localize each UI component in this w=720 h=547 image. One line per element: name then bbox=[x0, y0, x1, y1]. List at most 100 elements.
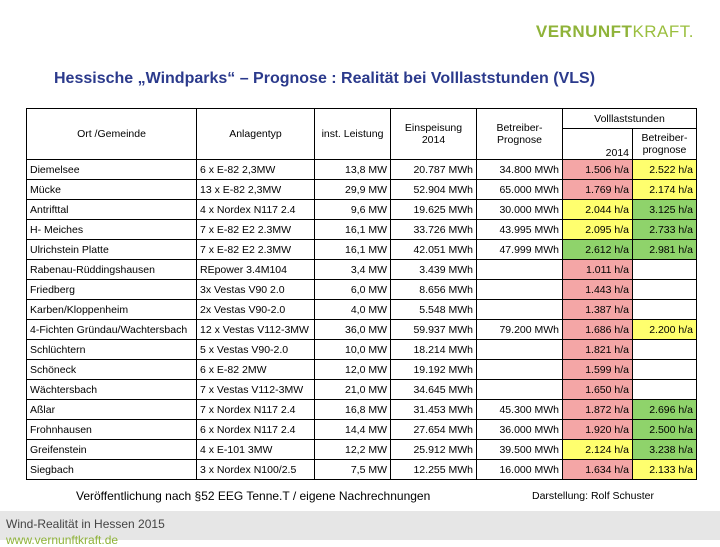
header-ort: Ort /Gemeinde bbox=[26, 108, 197, 160]
cell-anlagentyp: 6 x E-82 2,3MW bbox=[196, 159, 315, 180]
cell-ort: Wächtersbach bbox=[26, 379, 197, 400]
cell-prognose: 43.995 MWh bbox=[476, 219, 563, 240]
cell-vls-prognose bbox=[632, 299, 697, 320]
footer-url[interactable]: www.vernunftkraft.de bbox=[6, 533, 119, 547]
cell-leistung: 12,2 MW bbox=[314, 439, 391, 460]
cell-prognose bbox=[476, 379, 563, 400]
table-row: Karben/Kloppenheim 2x Vestas V90-2.0 4,0 M… bbox=[26, 299, 697, 320]
cell-vls-2014: 1.686 h/a bbox=[562, 319, 633, 340]
cell-einspeisung: 52.904 MWh bbox=[390, 179, 477, 200]
cell-ort: H- Meiches bbox=[26, 219, 197, 240]
page-title: Hessische „Windparks“ – Prognose : Reali… bbox=[54, 70, 596, 87]
cell-anlagentyp: 7 x E-82 E2 2.3MW bbox=[196, 239, 315, 260]
cell-prognose bbox=[476, 359, 563, 380]
cell-vls-2014: 2.095 h/a bbox=[562, 219, 633, 240]
cell-vls-prognose: 2.522 h/a bbox=[632, 159, 697, 180]
cell-anlagentyp: 3 x Nordex N100/2.5 bbox=[196, 459, 315, 480]
logo-light: KRAFT. bbox=[632, 22, 694, 41]
header-volllaststunden: Volllaststunden bbox=[562, 108, 697, 129]
table-row: Schlüchtern 5 x Vestas V90-2.0 10,0 MW 18.2… bbox=[26, 339, 697, 360]
cell-einspeisung: 18.214 MWh bbox=[390, 339, 477, 360]
header-anlagentyp: Anlagentyp bbox=[196, 108, 315, 160]
cell-vls-2014: 2.612 h/a bbox=[562, 239, 633, 260]
cell-vls-2014: 1.599 h/a bbox=[562, 359, 633, 380]
cell-anlagentyp: 2x Vestas V90-2.0 bbox=[196, 299, 315, 320]
cell-ort: Aßlar bbox=[26, 399, 197, 420]
cell-prognose bbox=[476, 299, 563, 320]
cell-vls-prognose: 2.200 h/a bbox=[632, 319, 697, 340]
cell-einspeisung: 12.255 MWh bbox=[390, 459, 477, 480]
cell-anlagentyp: 7 x Nordex N117 2.4 bbox=[196, 399, 315, 420]
cell-einspeisung: 20.787 MWh bbox=[390, 159, 477, 180]
cell-leistung: 7,5 MW bbox=[314, 459, 391, 480]
cell-vls-prognose: 2.696 h/a bbox=[632, 399, 697, 420]
cell-vls-prognose bbox=[632, 359, 697, 380]
table-row: Antrifttal 4 x Nordex N117 2.4 9,6 MW 19.62… bbox=[26, 199, 697, 220]
header-leistung: inst. Leistung bbox=[314, 108, 391, 160]
cell-leistung: 6,0 MW bbox=[314, 279, 391, 300]
cell-vls-2014: 2.124 h/a bbox=[562, 439, 633, 460]
cell-leistung: 4,0 MW bbox=[314, 299, 391, 320]
cell-einspeisung: 19.192 MWh bbox=[390, 359, 477, 380]
cell-ort: Antrifttal bbox=[26, 199, 197, 220]
table-row: Siegbach 3 x Nordex N100/2.5 7,5 MW 12.255 … bbox=[26, 459, 697, 480]
cell-ort: Friedberg bbox=[26, 279, 197, 300]
cell-anlagentyp: 13 x E-82 2,3MW bbox=[196, 179, 315, 200]
cell-vls-2014: 1.011 h/a bbox=[562, 259, 633, 280]
cell-vls-2014: 1.650 h/a bbox=[562, 379, 633, 400]
vls-table: Ort /Gemeinde Anlagentyp inst. Leistung … bbox=[26, 108, 697, 480]
cell-vls-prognose bbox=[632, 279, 697, 300]
cell-vls-prognose: 2.981 h/a bbox=[632, 239, 697, 260]
table-row: 4-Fichten Gründau/Wachtersbach 12 x Vesta… bbox=[26, 319, 697, 340]
table-row: Mücke 13 x E-82 2,3MW 29,9 MW 52.904 MWh 65.… bbox=[26, 179, 697, 200]
cell-prognose bbox=[476, 279, 563, 300]
cell-vls-prognose: 3.125 h/a bbox=[632, 199, 697, 220]
table-row: Aßlar 7 x Nordex N117 2.4 16,8 MW 31.453 MW… bbox=[26, 399, 697, 420]
cell-vls-prognose bbox=[632, 259, 697, 280]
source-caption: Veröffentlichung nach §52 EEG Tenne.T / … bbox=[76, 489, 431, 503]
cell-vls-prognose: 2.174 h/a bbox=[632, 179, 697, 200]
cell-anlagentyp: 4 x E-101 3MW bbox=[196, 439, 315, 460]
table-row: Schöneck 6 x E-82 2MW 12,0 MW 19.192 MWh 1.5… bbox=[26, 359, 697, 380]
cell-vls-prognose: 2.733 h/a bbox=[632, 219, 697, 240]
cell-ort: Siegbach bbox=[26, 459, 197, 480]
cell-vls-prognose: 2.500 h/a bbox=[632, 419, 697, 440]
header-prognose: Betreiber- Prognose bbox=[476, 108, 563, 160]
cell-ort: Schöneck bbox=[26, 359, 197, 380]
cell-anlagentyp: 4 x Nordex N117 2.4 bbox=[196, 199, 315, 220]
cell-leistung: 16,1 MW bbox=[314, 239, 391, 260]
cell-vls-prognose: 2.133 h/a bbox=[632, 459, 697, 480]
table-row: Greifenstein 4 x E-101 3MW 12,2 MW 25.912 M… bbox=[26, 439, 697, 460]
cell-einspeisung: 3.439 MWh bbox=[390, 259, 477, 280]
cell-vls-2014: 1.769 h/a bbox=[562, 179, 633, 200]
cell-vls-2014: 1.443 h/a bbox=[562, 279, 633, 300]
cell-vls-2014: 1.920 h/a bbox=[562, 419, 633, 440]
cell-leistung: 16,8 MW bbox=[314, 399, 391, 420]
cell-ort: 4-Fichten Gründau/Wachtersbach bbox=[26, 319, 197, 340]
table-row: Frohnhausen 6 x Nordex N117 2.4 14,4 MW 27.… bbox=[26, 419, 697, 440]
cell-prognose: 16.000 MWh bbox=[476, 459, 563, 480]
cell-vls-prognose bbox=[632, 339, 697, 360]
cell-leistung: 9,6 MW bbox=[314, 199, 391, 220]
cell-leistung: 10,0 MW bbox=[314, 339, 391, 360]
cell-prognose: 47.999 MWh bbox=[476, 239, 563, 260]
cell-ort: Ulrichstein Platte bbox=[26, 239, 197, 260]
cell-anlagentyp: 5 x Vestas V90-2.0 bbox=[196, 339, 315, 360]
cell-vls-2014: 1.634 h/a bbox=[562, 459, 633, 480]
table-body: Diemelsee 6 x E-82 2,3MW 13,8 MW 20.787 MWh… bbox=[26, 159, 697, 480]
cell-anlagentyp: 6 x E-82 2MW bbox=[196, 359, 315, 380]
cell-vls-2014: 1.506 h/a bbox=[562, 159, 633, 180]
logo-bold: VERNUNFT bbox=[535, 22, 633, 41]
cell-ort: Karben/Kloppenheim bbox=[26, 299, 197, 320]
cell-leistung: 16,1 MW bbox=[314, 219, 391, 240]
cell-prognose: 65.000 MWh bbox=[476, 179, 563, 200]
cell-einspeisung: 8.656 MWh bbox=[390, 279, 477, 300]
cell-prognose: 39.500 MWh bbox=[476, 439, 563, 460]
table-row: Wächtersbach 7 x Vestas V112-3MW 21,0 MW 34… bbox=[26, 379, 697, 400]
cell-vls-prognose: 3.238 h/a bbox=[632, 439, 697, 460]
cell-ort: Mücke bbox=[26, 179, 197, 200]
table-row: Rabenau-Rüddingshausen REpower 3.4M104 3,4… bbox=[26, 259, 697, 280]
cell-ort: Diemelsee bbox=[26, 159, 197, 180]
cell-ort: Frohnhausen bbox=[26, 419, 197, 440]
cell-anlagentyp: 12 x Vestas V112-3MW bbox=[196, 319, 315, 340]
